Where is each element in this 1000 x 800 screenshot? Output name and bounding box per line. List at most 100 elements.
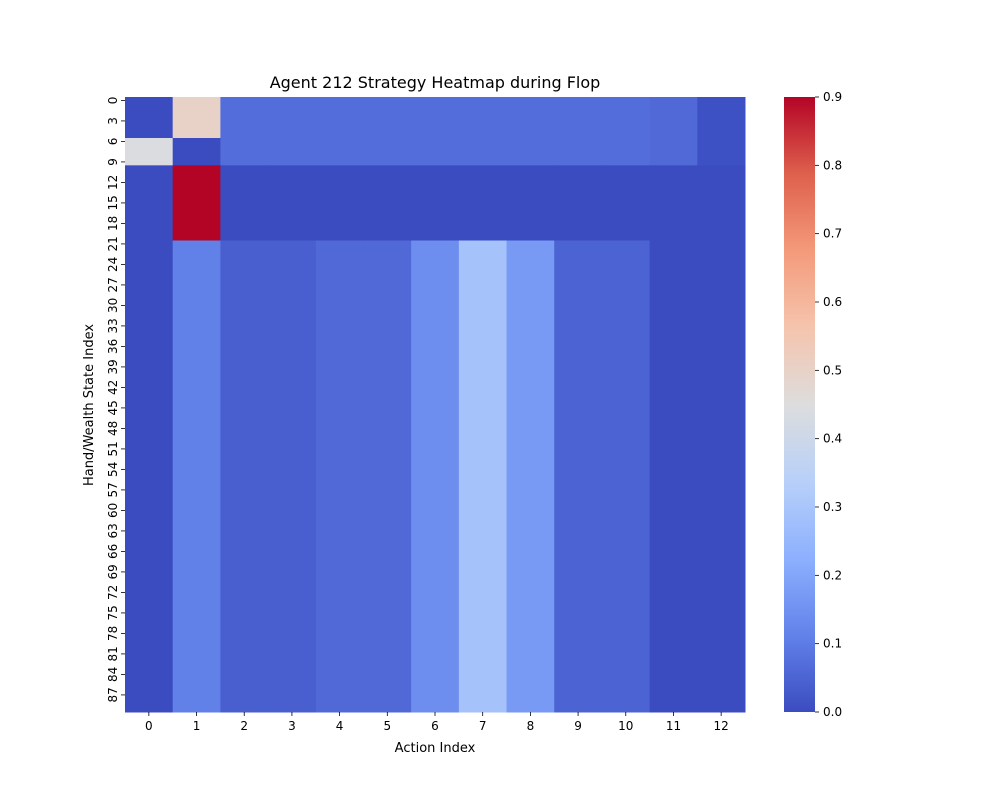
y-tick-label: 84 (106, 667, 120, 682)
heatmap-cell (506, 240, 555, 713)
y-tick-label: 66 (106, 544, 120, 559)
colorbar-tick-label: 0.7 (823, 227, 842, 241)
heatmap-cell (506, 138, 555, 166)
heatmap-cell (554, 165, 603, 241)
y-tick-label: 60 (106, 503, 120, 518)
heatmap-cell (363, 165, 412, 241)
heatmap-cell (601, 240, 651, 713)
x-tick-label: 4 (336, 719, 344, 733)
heatmap-cell (411, 97, 460, 139)
x-tick-label: 3 (288, 719, 296, 733)
heatmap-cell (554, 240, 603, 713)
heatmap-cell (458, 165, 508, 241)
y-tick-label: 69 (106, 564, 120, 579)
heatmap-cell (220, 97, 269, 139)
y-tick-label: 0 (106, 97, 120, 105)
chart-title: Agent 212 Strategy Heatmap during Flop (270, 73, 601, 92)
heatmap-cell (411, 240, 460, 713)
heatmap-cell (458, 138, 508, 166)
x-tick-label: 6 (431, 719, 439, 733)
x-tick-label: 7 (479, 719, 487, 733)
colorbar-tick-label: 0.2 (823, 568, 842, 582)
y-tick-label: 42 (106, 380, 120, 395)
heatmap-cell (458, 240, 508, 713)
colorbar-tick-label: 0.3 (823, 500, 842, 514)
heatmap-cell (172, 240, 221, 713)
y-tick-label: 15 (106, 195, 120, 210)
heatmap-cell (268, 240, 317, 713)
y-tick-label: 12 (106, 175, 120, 190)
heatmap-cell (363, 240, 412, 713)
x-tick-label: 1 (193, 719, 201, 733)
heatmap-cell (697, 240, 746, 713)
heatmap-cell (125, 165, 174, 241)
y-tick-label: 39 (106, 359, 120, 374)
x-tick-label: 11 (666, 719, 681, 733)
colorbar-tick-label: 0.0 (823, 705, 842, 719)
y-tick-label: 3 (106, 117, 120, 125)
heatmap-cell (315, 138, 364, 166)
y-tick-label: 36 (106, 339, 120, 354)
heatmap-cell (220, 165, 269, 241)
x-tick-label: 0 (145, 719, 153, 733)
heatmap-cell (554, 138, 603, 166)
x-tick-label: 9 (574, 719, 582, 733)
heatmap-cell (649, 240, 698, 713)
y-tick-label: 54 (106, 462, 120, 477)
x-tick-label: 2 (240, 719, 248, 733)
colorbar-tick-label: 0.4 (823, 432, 842, 446)
y-tick-label: 51 (106, 441, 120, 456)
x-axis-ticks: 0 1 2 3 4 5 6 7 8 9 10 11 12 (145, 712, 729, 733)
heatmap-cell (172, 138, 221, 166)
x-tick-label: 5 (383, 719, 391, 733)
x-axis-label: Action Index (395, 741, 476, 756)
colorbar-tick-label: 0.5 (823, 363, 842, 377)
colorbar-tick-label: 0.6 (823, 295, 842, 309)
heatmap-cell (411, 165, 460, 241)
x-tick-label: 10 (618, 719, 633, 733)
y-tick-label: 18 (106, 216, 120, 231)
heatmap-cell (697, 138, 746, 166)
y-tick-label: 21 (106, 236, 120, 251)
y-tick-label: 45 (106, 400, 120, 415)
heatmap-cell (172, 97, 221, 139)
y-tick-label: 27 (106, 277, 120, 292)
x-tick-label: 8 (527, 719, 535, 733)
heatmap-cell (649, 97, 698, 139)
heatmap-cell (172, 165, 221, 241)
y-tick-label: 9 (106, 158, 120, 166)
y-tick-label: 72 (106, 585, 120, 600)
heatmap-cell (125, 138, 174, 166)
heatmap-cell (125, 240, 174, 713)
heatmap-cell (649, 138, 698, 166)
colorbar-ticks: 0.0 0.1 0.2 0.3 0.4 0.5 0.6 0.7 0.8 0.9 (815, 90, 842, 719)
heatmap-cell (268, 97, 317, 139)
y-axis-ticks: 0369121518212427303336394245485154576063… (106, 97, 125, 703)
y-axis-label: Hand/Wealth State Index (82, 324, 97, 486)
heatmap-cell (363, 97, 412, 139)
heatmap-cell (601, 97, 651, 139)
y-tick-label: 75 (106, 605, 120, 620)
colorbar-tick-label: 0.9 (823, 90, 842, 104)
y-tick-label: 78 (106, 626, 120, 641)
heatmap-cell (506, 165, 555, 241)
heatmap-cell (697, 165, 746, 241)
heatmap-cell (268, 165, 317, 241)
x-tick-label: 12 (714, 719, 729, 733)
colorbar-tick-label: 0.1 (823, 637, 842, 651)
y-tick-label: 24 (106, 257, 120, 272)
y-tick-label: 48 (106, 421, 120, 436)
heatmap-cell (601, 138, 651, 166)
y-tick-label: 63 (106, 523, 120, 538)
y-tick-label: 33 (106, 318, 120, 333)
heatmap-cell (554, 97, 603, 139)
heatmap-cell (458, 97, 508, 139)
y-tick-label: 57 (106, 482, 120, 497)
y-tick-label: 81 (106, 646, 120, 661)
y-tick-label: 87 (106, 687, 120, 702)
heatmap-cell (268, 138, 317, 166)
heatmap-cell (315, 165, 364, 241)
heatmap-cell (363, 138, 412, 166)
heatmap-cell (315, 240, 364, 713)
